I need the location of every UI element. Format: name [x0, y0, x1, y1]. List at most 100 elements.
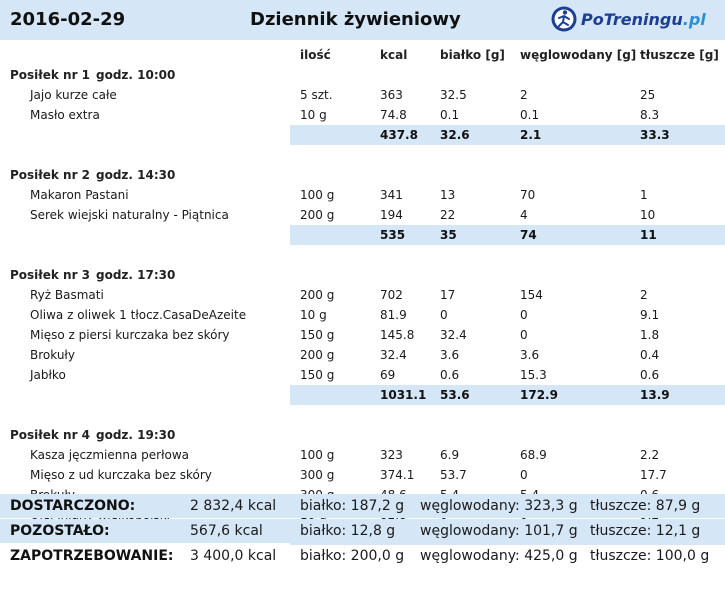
meal-header: Posiłek nr 3 godz. 17:30: [0, 265, 725, 285]
food-fat: 9.1: [640, 308, 660, 322]
food-row: Jabłko 150 g 69 0.6 15.3 0.6: [0, 365, 725, 385]
meal-name: Posiłek nr 2: [10, 168, 91, 182]
food-row: Jajo kurze całe 5 szt. 363 32.5 2 25: [0, 85, 725, 105]
meal-total-row: 437.8 32.6 2.1 33.3: [290, 125, 725, 145]
food-row: Brokuły 200 g 32.4 3.6 3.6 0.4: [0, 345, 725, 365]
food-fat: 8.3: [640, 108, 660, 122]
food-carbs: 68.9: [520, 448, 547, 462]
summary-row: ZAPOTRZEBOWANIE: 3 400,0 kcal białko: 200,…: [0, 544, 725, 568]
food-name: Mięso z ud kurczaka bez skóry: [30, 468, 212, 482]
food-qty: 300 g: [300, 468, 335, 482]
summary-row: DOSTARCZONO: 2 832,4 kcal białko: 187,2 g w…: [0, 494, 725, 518]
food-carbs: 70: [520, 188, 536, 202]
food-kcal: 74.8: [380, 108, 407, 122]
food-protein: 6.9: [440, 448, 460, 462]
summary-label: POZOSTAŁO:: [10, 523, 110, 539]
col-qty: ilość: [300, 48, 331, 62]
food-carbs: 2: [520, 88, 528, 102]
food-carbs: 4: [520, 208, 528, 222]
food-protein: 17: [440, 288, 456, 302]
food-row: Masło extra 10 g 74.8 0.1 0.1 8.3: [0, 105, 725, 125]
food-kcal: 145.8: [380, 328, 415, 342]
food-fat: 25: [640, 88, 656, 102]
total-carbs: 172.9: [520, 388, 558, 402]
food-qty: 10 g: [300, 108, 327, 122]
total-kcal: 437.8: [380, 128, 418, 142]
meal-time: godz. 19:30: [96, 428, 176, 442]
food-row: Ryż Basmati 200 g 702 17 154 2: [0, 285, 725, 305]
food-name: Kasza jęczmienna perłowa: [30, 448, 189, 462]
food-row: Makaron Pastani 100 g 341 13 70 1: [0, 185, 725, 205]
food-name: Masło extra: [30, 108, 100, 122]
total-fat: 13.9: [640, 388, 670, 402]
food-protein: 32.4: [440, 328, 467, 342]
food-qty: 150 g: [300, 368, 335, 382]
food-kcal: 374.1: [380, 468, 415, 482]
summary-fat: tłuszcze: 12,1 g: [590, 523, 701, 539]
summary-kcal: 3 400,0 kcal: [190, 548, 277, 564]
food-kcal: 81.9: [380, 308, 407, 322]
food-qty: 200 g: [300, 288, 335, 302]
meal-name: Posiłek nr 4: [10, 428, 91, 442]
summary-row: POZOSTAŁO: 567,6 kcal białko: 12,8 g węglow…: [0, 519, 725, 543]
meal-name: Posiłek nr 1: [10, 68, 91, 82]
total-fat: 11: [640, 228, 657, 242]
total-kcal: 535: [380, 228, 406, 242]
food-row: Serek wiejski naturalny - Piątnica 200 g 1…: [0, 205, 725, 225]
summary-kcal: 2 832,4 kcal: [190, 498, 277, 514]
food-carbs: 0.1: [520, 108, 540, 122]
meal-time: godz. 14:30: [96, 168, 176, 182]
diary-date: 2016-02-29: [10, 9, 126, 30]
food-row: Oliwa z oliwek 1 tłocz.CasaDeAzeite 10 g 8…: [0, 305, 725, 325]
column-headers: ilość kcal białko [g] węglowodany [g] tł…: [0, 45, 725, 65]
food-fat: 0.6: [640, 368, 660, 382]
food-fat: 2.2: [640, 448, 660, 462]
food-kcal: 194: [380, 208, 403, 222]
food-carbs: 0: [520, 308, 528, 322]
meal-header: Posiłek nr 2 godz. 14:30: [0, 165, 725, 185]
food-kcal: 32.4: [380, 348, 407, 362]
food-kcal: 363: [380, 88, 403, 102]
meal-time: godz. 10:00: [96, 68, 176, 82]
food-kcal: 702: [380, 288, 403, 302]
food-qty: 200 g: [300, 348, 335, 362]
total-kcal: 1031.1: [380, 388, 427, 402]
food-name: Ryż Basmati: [30, 288, 104, 302]
food-fat: 1: [640, 188, 648, 202]
summary-carbs: węglowodany: 323,3 g: [420, 498, 578, 514]
food-protein: 32.5: [440, 88, 467, 102]
potreningu-logo-icon: [551, 6, 577, 32]
total-protein: 32.6: [440, 128, 470, 142]
food-qty: 150 g: [300, 328, 335, 342]
summary-protein: białko: 187,2 g: [300, 498, 405, 514]
logo-text: PoTreningu.pl: [581, 9, 706, 29]
total-carbs: 74: [520, 228, 537, 242]
col-carbs: węglowodany [g]: [520, 48, 637, 62]
meal-name: Posiłek nr 3: [10, 268, 91, 282]
food-qty: 10 g: [300, 308, 327, 322]
summary-label: DOSTARCZONO:: [10, 498, 136, 514]
food-carbs: 15.3: [520, 368, 547, 382]
food-name: Jajo kurze całe: [30, 88, 117, 102]
food-name: Jabłko: [30, 368, 66, 382]
summary-carbs: węglowodany: 101,7 g: [420, 523, 578, 539]
col-protein: białko [g]: [440, 48, 505, 62]
food-carbs: 0: [520, 328, 528, 342]
food-fat: 10: [640, 208, 656, 222]
food-fat: 1.8: [640, 328, 660, 342]
food-row: Kasza jęczmienna perłowa 100 g 323 6.9 68.9 2…: [0, 445, 725, 465]
food-name: Oliwa z oliwek 1 tłocz.CasaDeAzeite: [30, 308, 247, 322]
food-qty: 5 szt.: [300, 88, 333, 102]
summary-kcal: 567,6 kcal: [190, 523, 263, 539]
food-kcal: 341: [380, 188, 403, 202]
food-kcal: 323: [380, 448, 403, 462]
page-title: Dziennik żywieniowy: [250, 9, 461, 30]
food-name: Brokuły: [30, 348, 75, 362]
food-protein: 53.7: [440, 468, 467, 482]
food-protein: 0.1: [440, 108, 460, 122]
logo[interactable]: PoTreningu.pl: [550, 4, 706, 34]
food-protein: 0.6: [440, 368, 460, 382]
food-protein: 0: [440, 308, 448, 322]
meal-total-row: 1031.1 53.6 172.9 13.9: [290, 385, 725, 405]
total-protein: 35: [440, 228, 457, 242]
